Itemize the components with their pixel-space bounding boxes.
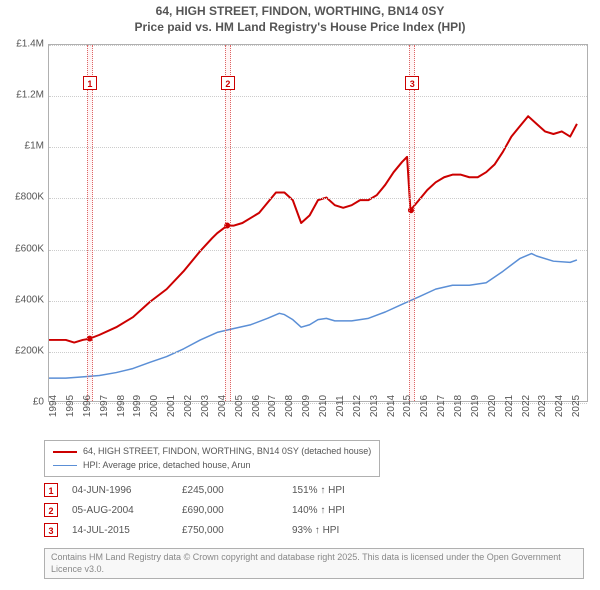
sale-marker-band: [409, 45, 415, 401]
x-axis-label: 1999: [132, 395, 143, 417]
x-axis-label: 2001: [166, 395, 177, 417]
sale-marker-band: [225, 45, 231, 401]
x-axis-label: 2007: [267, 395, 278, 417]
sale-marker-label: 2: [221, 76, 235, 90]
x-axis-label: 2020: [487, 395, 498, 417]
sales-cell-price: £690,000: [182, 505, 292, 516]
series-line: [49, 116, 577, 342]
y-axis-label: £200K: [15, 345, 44, 356]
x-axis-label: 2011: [335, 395, 346, 417]
gridline-h: [49, 250, 587, 251]
sales-cell-delta: 140% ↑ HPI: [292, 505, 402, 516]
y-axis-label: £0: [33, 397, 44, 408]
chart-title-block: 64, HIGH STREET, FINDON, WORTHING, BN14 …: [0, 0, 600, 37]
x-axis-label: 2002: [183, 395, 194, 417]
x-axis-label: 2019: [470, 395, 481, 417]
x-axis-label: 2016: [419, 395, 430, 417]
legend-item: 64, HIGH STREET, FINDON, WORTHING, BN14 …: [53, 445, 371, 459]
sales-cell-delta: 151% ↑ HPI: [292, 485, 402, 496]
x-axis-label: 2010: [318, 395, 329, 417]
x-axis-label: 2017: [436, 395, 447, 417]
sales-cell-price: £750,000: [182, 525, 292, 536]
x-axis-label: 2013: [369, 395, 380, 417]
x-axis-label: 2014: [386, 395, 397, 417]
series-line: [49, 254, 577, 379]
y-axis-label: £800K: [15, 192, 44, 203]
sales-cell-date: 14-JUL-2015: [72, 525, 182, 536]
y-axis-label: £1M: [25, 141, 44, 152]
chart-title-line1: 64, HIGH STREET, FINDON, WORTHING, BN14 …: [0, 4, 600, 20]
x-axis-label: 2000: [149, 395, 160, 417]
x-axis-label: 2023: [537, 395, 548, 417]
x-axis-label: 2009: [301, 395, 312, 417]
sales-cell-date: 04-JUN-1996: [72, 485, 182, 496]
gridline-h: [49, 147, 587, 148]
footer-text: Contains HM Land Registry data © Crown c…: [51, 552, 561, 574]
gridline-h: [49, 45, 587, 46]
sale-marker-band: [87, 45, 93, 401]
x-axis-label: 2024: [554, 395, 565, 417]
x-axis-label: 1994: [48, 395, 59, 417]
y-axis-label: £1.4M: [16, 39, 44, 50]
x-axis-label: 1997: [99, 395, 110, 417]
x-axis-label: 2012: [352, 395, 363, 417]
x-axis-label: 2021: [504, 395, 515, 417]
sales-table-row: 1 04-JUN-1996£245,000151% ↑ HPI: [44, 480, 402, 500]
page: 64, HIGH STREET, FINDON, WORTHING, BN14 …: [0, 0, 600, 590]
sales-cell-price: £245,000: [182, 485, 292, 496]
y-axis-label: £1.2M: [16, 90, 44, 101]
legend-swatch: [53, 451, 77, 453]
chart-legend: 64, HIGH STREET, FINDON, WORTHING, BN14 …: [44, 440, 380, 477]
sales-row-marker: 3: [44, 523, 58, 537]
x-axis-label: 2003: [200, 395, 211, 417]
x-axis-label: 2006: [251, 395, 262, 417]
gridline-h: [49, 352, 587, 353]
sales-row-marker: 2: [44, 503, 58, 517]
x-axis-label: 2004: [217, 395, 228, 417]
y-axis-label: £400K: [15, 294, 44, 305]
footer-attribution: Contains HM Land Registry data © Crown c…: [44, 548, 584, 579]
legend-label: 64, HIGH STREET, FINDON, WORTHING, BN14 …: [83, 445, 371, 459]
sales-table-row: 3 14-JUL-2015£750,00093% ↑ HPI: [44, 520, 402, 540]
x-axis-label: 2025: [571, 395, 582, 417]
x-axis-label: 2022: [521, 395, 532, 417]
sale-marker-label: 1: [83, 76, 97, 90]
x-axis-label: 1996: [82, 395, 93, 417]
sales-table-row: 2 05-AUG-2004£690,000140% ↑ HPI: [44, 500, 402, 520]
chart-svg: [49, 45, 587, 401]
x-axis-label: 2018: [453, 395, 464, 417]
sales-cell-delta: 93% ↑ HPI: [292, 525, 402, 536]
legend-label: HPI: Average price, detached house, Arun: [83, 459, 250, 473]
chart-title-line2: Price paid vs. HM Land Registry's House …: [0, 20, 600, 36]
x-axis-label: 2005: [234, 395, 245, 417]
gridline-h: [49, 198, 587, 199]
sales-cell-date: 05-AUG-2004: [72, 505, 182, 516]
gridline-h: [49, 96, 587, 97]
y-axis-label: £600K: [15, 243, 44, 254]
gridline-h: [49, 301, 587, 302]
sale-marker-label: 3: [405, 76, 419, 90]
chart-plot-area: 1 2 3: [48, 44, 588, 402]
sales-row-marker: 1: [44, 483, 58, 497]
legend-item: HPI: Average price, detached house, Arun: [53, 459, 371, 473]
sales-table: 1 04-JUN-1996£245,000151% ↑ HPI 2 05-AUG-20…: [44, 480, 402, 540]
x-axis-label: 1998: [116, 395, 127, 417]
x-axis-label: 2015: [402, 395, 413, 417]
x-axis-label: 1995: [65, 395, 76, 417]
legend-swatch: [53, 465, 77, 466]
x-axis-label: 2008: [284, 395, 295, 417]
